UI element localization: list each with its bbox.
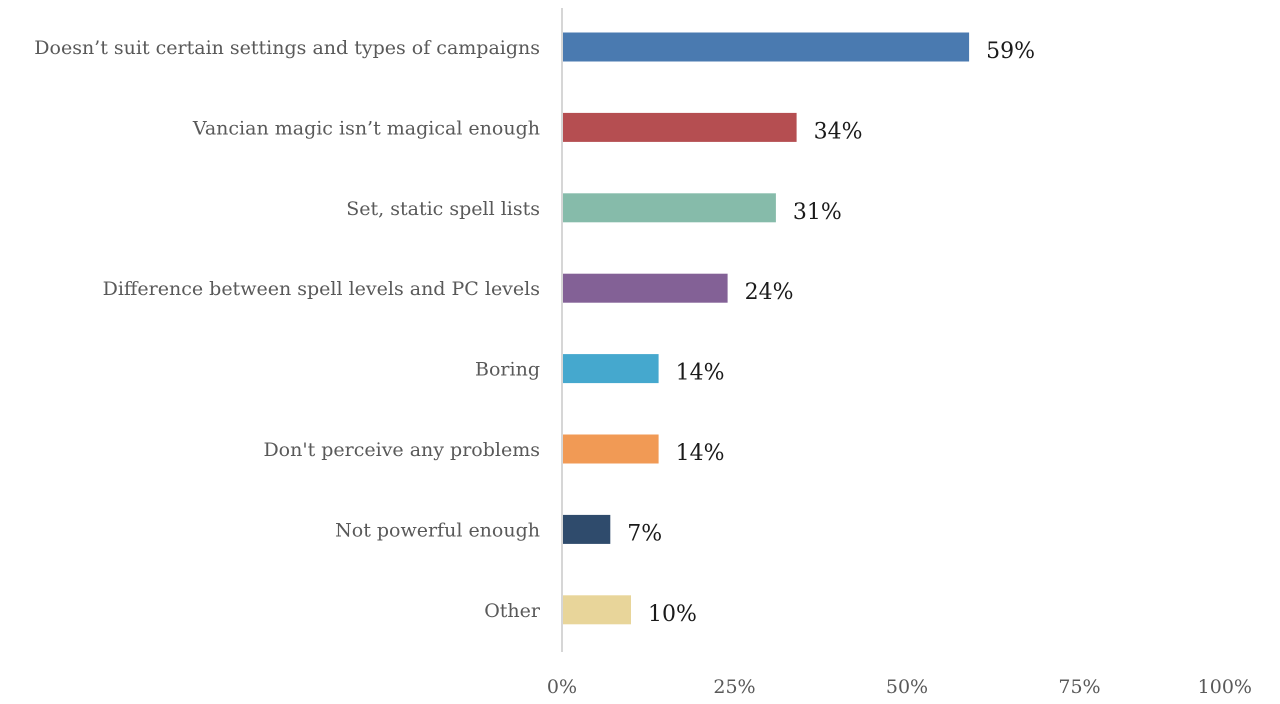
x-tick-label: 75%: [1058, 676, 1100, 698]
category-label: Difference between spell levels and PC l…: [103, 278, 540, 300]
x-tick-label: 0%: [547, 676, 577, 698]
bar: [563, 32, 970, 62]
bars-layer: [563, 32, 970, 625]
x-axis-ticks: 0% 25% 50% 75% 100%: [547, 676, 1252, 698]
bar: [563, 273, 728, 303]
bar-value-label: 31%: [793, 200, 842, 225]
category-label: Don't perceive any problems: [263, 439, 540, 461]
bar-value-label: 59%: [986, 39, 1035, 64]
category-label: Other: [484, 600, 541, 622]
bar: [563, 112, 797, 142]
bar-value-label: 24%: [745, 280, 794, 305]
labels-layer: Doesn’t suit certain settings and types …: [34, 37, 1035, 627]
category-label: Boring: [475, 359, 540, 381]
bar-value-label: 14%: [676, 361, 725, 386]
x-tick-label: 100%: [1198, 676, 1252, 698]
category-label: Doesn’t suit certain settings and types …: [34, 37, 540, 59]
bar: [563, 434, 659, 464]
x-tick-label: 25%: [713, 676, 755, 698]
bar: [563, 354, 659, 384]
category-label: Set, static spell lists: [346, 198, 540, 220]
x-tick-label: 50%: [886, 676, 928, 698]
bar-value-label: 10%: [648, 602, 697, 627]
bar-value-label: 7%: [627, 521, 662, 546]
bar-value-label: 14%: [676, 441, 725, 466]
bar-value-label: 34%: [814, 119, 863, 144]
category-label: Vancian magic isn’t magical enough: [192, 117, 540, 139]
bar: [563, 595, 631, 625]
category-label: Not powerful enough: [335, 519, 540, 541]
bar: [563, 193, 776, 223]
bar: [563, 514, 611, 544]
